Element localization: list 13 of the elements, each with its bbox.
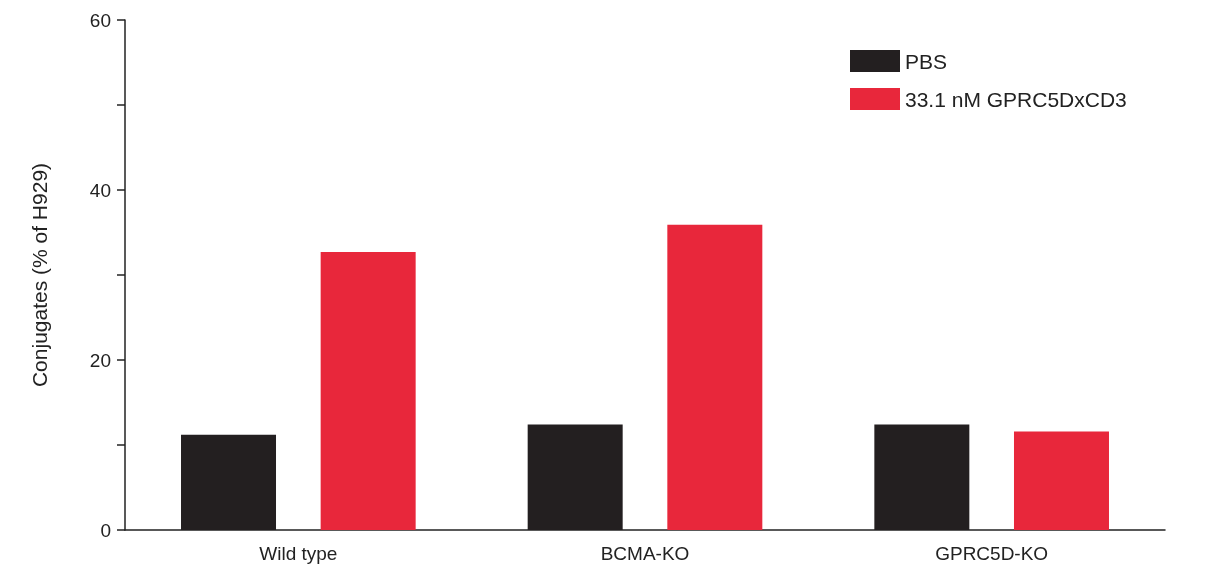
y-tick-label: 20 <box>89 349 111 371</box>
x-tick-label: GPRC5D-KO <box>935 543 1049 564</box>
legend-label: PBS <box>905 49 948 73</box>
x-tick-label: Wild type <box>259 543 338 564</box>
legend-label: 33.1 nM GPRC5DxCD3 <box>905 87 1127 111</box>
y-tick-label: 0 <box>100 519 111 541</box>
y-tick-label: 40 <box>89 179 111 201</box>
bar <box>320 252 416 530</box>
bar <box>667 224 763 530</box>
y-tick-label: 60 <box>89 9 111 31</box>
y-axis-title: Conjugates (% of H929) <box>28 162 51 388</box>
bar <box>1013 431 1109 530</box>
x-tick-label: BCMA-KO <box>600 543 690 564</box>
